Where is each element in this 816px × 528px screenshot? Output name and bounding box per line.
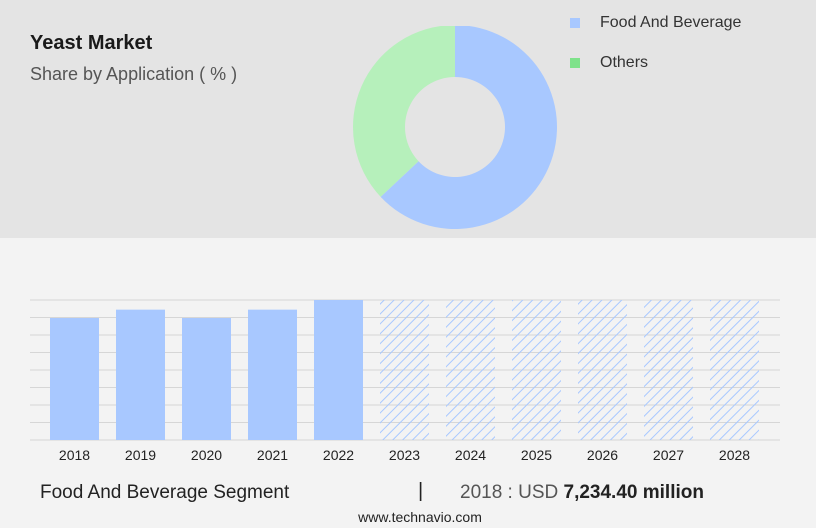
legend-label-others: Others <box>600 54 649 71</box>
forecast-bar-2026 <box>578 300 627 440</box>
footer-year-label: 2018 : USD <box>460 482 559 503</box>
chart-title: Yeast Market <box>30 32 153 54</box>
x-tick-label-2027: 2027 <box>653 447 684 463</box>
chart-subtitle: Share by Application ( % ) <box>30 64 238 84</box>
x-tick-label-2020: 2020 <box>191 447 222 463</box>
x-tick-label-2018: 2018 <box>59 447 90 463</box>
bar-2020 <box>182 318 231 440</box>
forecast-bar-2025 <box>512 300 561 440</box>
footer-value-amount: 7,234.40 million <box>563 482 704 503</box>
bar-2021 <box>248 309 297 440</box>
donut-slice-food-and-beverage <box>380 26 557 229</box>
x-tick-label-2025: 2025 <box>521 447 552 463</box>
legend-item-food-and-beverage: Food And Beverage <box>570 14 741 32</box>
bar-2019 <box>116 309 165 440</box>
footer-segment-label: Food And Beverage Segment <box>40 482 290 503</box>
x-tick-label-2021: 2021 <box>257 447 288 463</box>
legend-item-others: Others <box>570 54 648 72</box>
footer-value: 2018 : USD 7,234.40 million <box>460 482 704 504</box>
x-tick-label-2024: 2024 <box>455 447 486 463</box>
x-tick-label-2022: 2022 <box>323 447 354 463</box>
x-tick-label-2023: 2023 <box>389 447 420 463</box>
x-tick-label-2019: 2019 <box>125 447 156 463</box>
legend-swatch-others <box>570 58 580 68</box>
footer-divider: | <box>418 480 424 502</box>
website-url: www.technavio.com <box>358 509 482 525</box>
forecast-bar-2027 <box>644 300 693 440</box>
legend-label-food-and-beverage: Food And Beverage <box>600 14 742 31</box>
forecast-bar-2023 <box>380 300 429 440</box>
x-tick-label-2026: 2026 <box>587 447 618 463</box>
bar-2018 <box>50 318 99 440</box>
forecast-bar-2028 <box>710 300 759 440</box>
x-tick-label-2028: 2028 <box>719 447 750 463</box>
donut-slice-others <box>353 26 455 197</box>
bar-chart: 2018 2019 2020 2021 2022 2023 2024 2025 2026 2027… <box>30 299 780 463</box>
donut-chart <box>353 26 557 229</box>
bar-2022 <box>314 300 363 440</box>
legend-swatch-food-and-beverage <box>570 18 580 28</box>
forecast-bar-2024 <box>446 300 495 440</box>
